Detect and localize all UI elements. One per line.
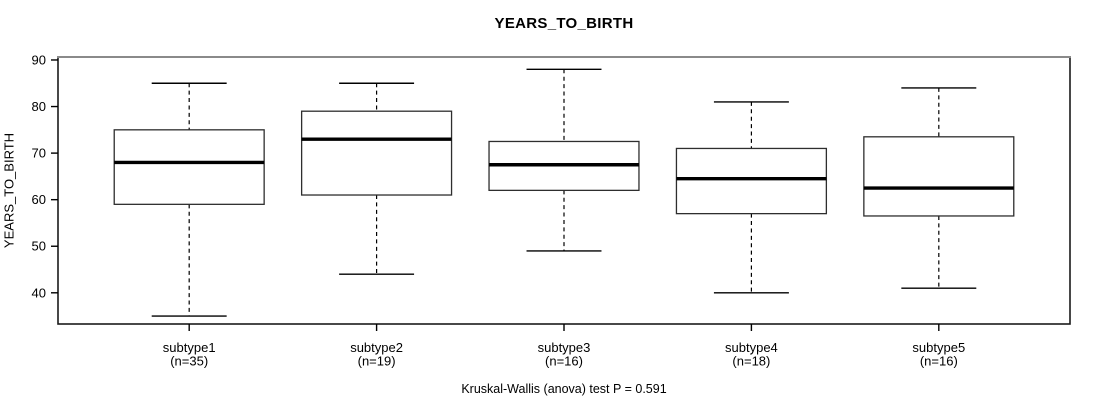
category-label: subtype2 xyxy=(350,340,403,355)
y-axis-tick-label: 50 xyxy=(32,239,46,254)
category-label: subtype3 xyxy=(538,340,591,355)
y-axis-tick-label: 70 xyxy=(32,146,46,161)
iqr-box xyxy=(113,129,265,205)
category-label: subtype4 xyxy=(725,340,778,355)
iqr-box xyxy=(675,147,828,215)
category-sample-size-label: (n=16) xyxy=(920,354,958,369)
y-axis-tick-label: 90 xyxy=(32,52,46,67)
chart-title: YEARS_TO_BIRTH xyxy=(494,15,634,32)
category-sample-size-label: (n=35) xyxy=(170,354,208,369)
y-axis-tick-label: 80 xyxy=(32,99,46,114)
category-label: subtype1 xyxy=(163,340,216,355)
category-sample-size-label: (n=19) xyxy=(358,354,396,369)
y-axis-tick-label: 60 xyxy=(32,192,46,207)
category-label: subtype5 xyxy=(912,340,965,355)
stat-test-caption: Kruskal-Wallis (anova) test P = 0.591 xyxy=(461,382,667,396)
iqr-box xyxy=(863,136,1015,217)
category-sample-size-label: (n=18) xyxy=(732,354,770,369)
y-axis-tick-label: 40 xyxy=(32,285,46,300)
iqr-box xyxy=(300,110,453,196)
category-sample-size-label: (n=16) xyxy=(545,354,583,369)
